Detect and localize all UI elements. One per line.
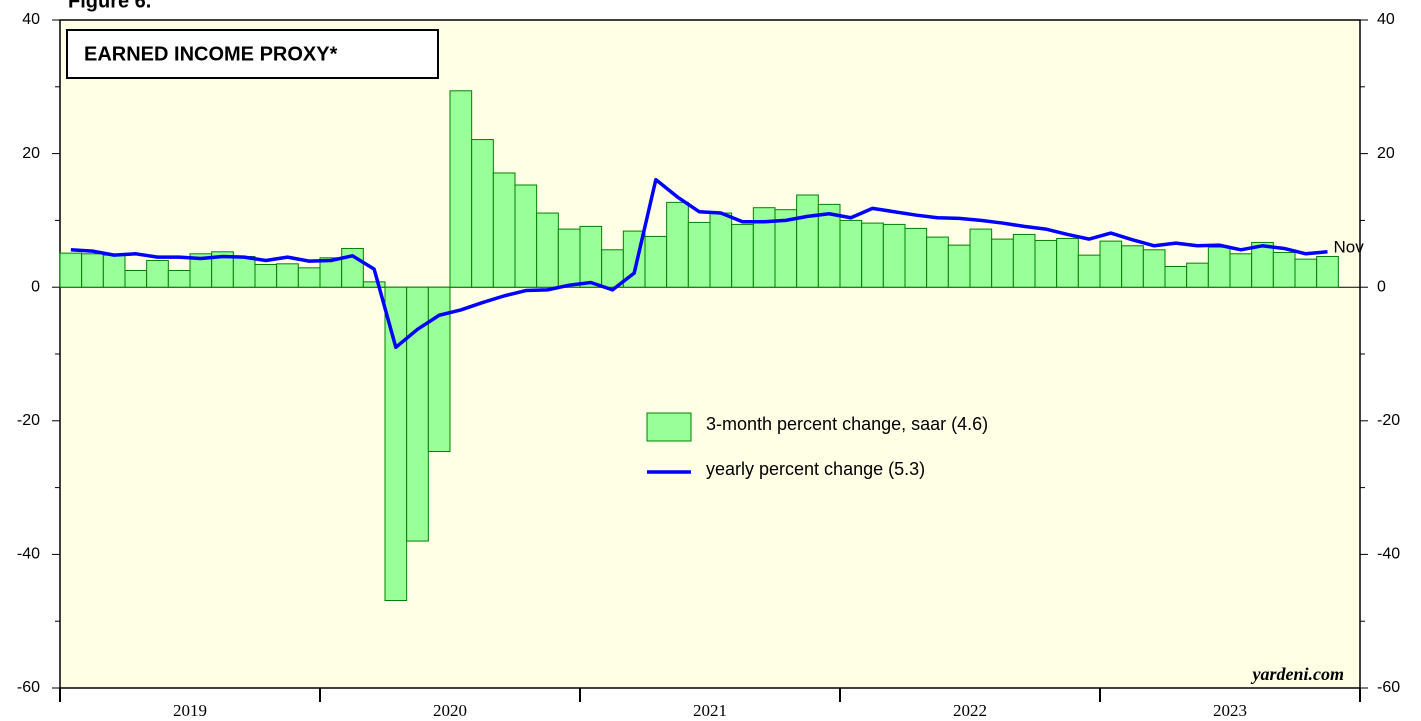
y2-tick-label: 20 <box>1377 145 1395 162</box>
bar <box>514 184 538 288</box>
x-group-label: 2021 <box>693 701 727 720</box>
bar <box>839 219 863 288</box>
bar <box>666 201 689 288</box>
y-tick-label: -60 <box>17 679 40 696</box>
y-tick-label: 20 <box>22 145 40 162</box>
y-tick-label: 40 <box>22 11 40 28</box>
bar <box>471 139 494 288</box>
bar <box>1251 241 1274 288</box>
bar <box>882 223 906 288</box>
bar <box>1294 258 1318 288</box>
bar <box>232 255 256 288</box>
bar <box>167 270 191 288</box>
bar <box>1186 262 1209 288</box>
bar <box>254 263 278 288</box>
y-tick-label: -20 <box>17 412 40 429</box>
bar <box>1121 245 1144 288</box>
x-group-label: 2023 <box>1213 701 1247 720</box>
plot-area <box>59 19 1361 689</box>
bar <box>557 228 581 288</box>
bar <box>362 281 386 288</box>
bar <box>969 228 993 288</box>
bar <box>492 172 516 288</box>
bar <box>124 270 148 288</box>
bar <box>102 254 126 288</box>
bar <box>449 90 473 288</box>
legend-label: 3-month percent change, saar (4.6) <box>706 414 988 434</box>
bar <box>427 286 451 453</box>
bar <box>991 238 1014 288</box>
bar <box>1272 251 1296 288</box>
x-group-label: 2020 <box>433 701 467 720</box>
chart-title: EARNED INCOME PROXY* <box>84 43 338 65</box>
bar <box>731 223 754 288</box>
x-group-label: 2019 <box>173 701 207 720</box>
bar <box>579 225 603 288</box>
bar <box>536 212 559 288</box>
bar <box>904 227 928 288</box>
y-tick-label: -40 <box>17 546 40 563</box>
bar <box>644 235 668 288</box>
y-tick-label: 0 <box>31 278 40 295</box>
annotation: Nov <box>1334 237 1365 256</box>
x-group-label: 2022 <box>953 701 987 720</box>
bar <box>297 267 321 288</box>
title-box <box>66 29 439 79</box>
y2-tick-label: -20 <box>1377 412 1400 429</box>
bar <box>59 252 83 288</box>
y2-tick-label: 0 <box>1377 278 1386 295</box>
bar <box>1316 255 1339 288</box>
bar <box>1142 249 1166 288</box>
bar <box>601 249 624 288</box>
line <box>70 177 1328 350</box>
bar <box>1077 254 1101 288</box>
bar <box>1012 233 1036 288</box>
bar <box>926 236 949 288</box>
bar <box>1229 253 1253 288</box>
legend-swatch <box>646 412 692 442</box>
bar <box>276 263 299 288</box>
y2-tick-label: -60 <box>1377 679 1400 696</box>
bar <box>81 253 104 288</box>
bar <box>687 221 711 288</box>
bar <box>861 222 884 288</box>
legend-label: yearly percent change (5.3) <box>706 459 925 479</box>
bar <box>947 244 971 288</box>
bar <box>146 259 169 288</box>
source: yardeni.com <box>1251 664 1345 684</box>
bar <box>796 194 819 288</box>
bar <box>1056 237 1079 288</box>
y2-tick-label: -40 <box>1377 546 1400 563</box>
y2-tick-label: 40 <box>1377 11 1395 28</box>
bar <box>1099 240 1123 288</box>
bar <box>1034 239 1058 288</box>
bar <box>1164 265 1188 288</box>
bar <box>709 212 733 288</box>
figure-label: Figure 6. <box>68 0 151 12</box>
bar <box>384 286 408 601</box>
bar <box>1207 246 1231 288</box>
